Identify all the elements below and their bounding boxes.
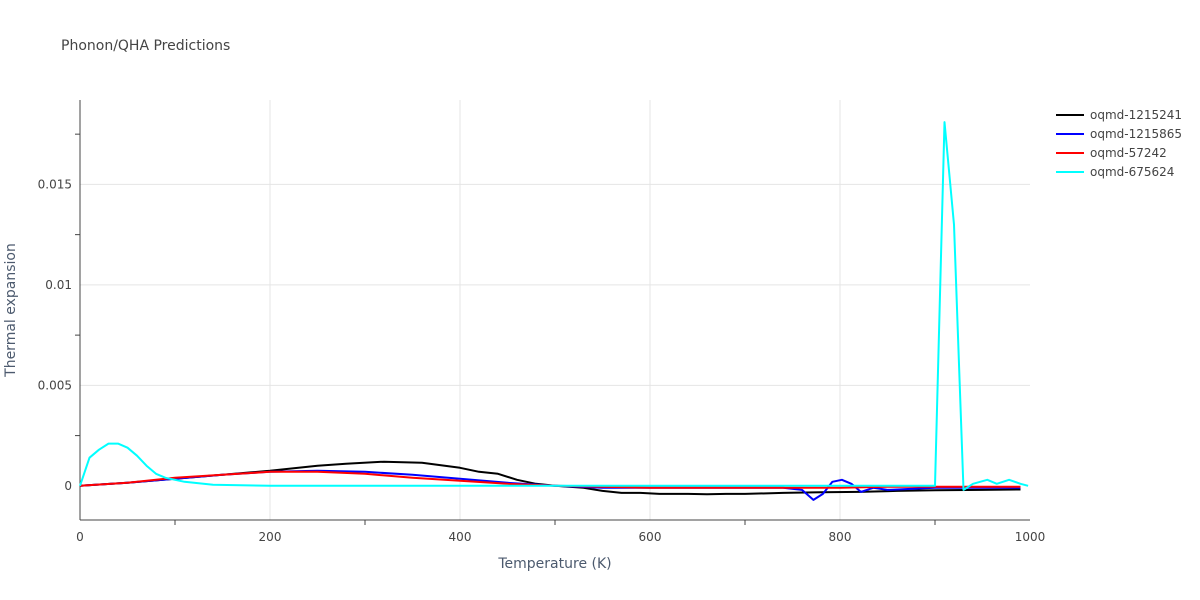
x-tick-label: 600 [639, 530, 662, 544]
x-tick-label: 200 [259, 530, 282, 544]
axes [79, 100, 1030, 521]
legend-label: oqmd-1215241 [1090, 108, 1182, 122]
legend-item-oqmd-675624[interactable]: oqmd-675624 [1056, 165, 1174, 179]
x-tick-label: 1000 [1015, 530, 1046, 544]
legend-label: oqmd-57242 [1090, 146, 1167, 160]
y-tick-label: 0.015 [38, 177, 72, 191]
series-line-oqmd-675624 [79, 121, 1029, 491]
y-tick-label: 0.01 [45, 278, 72, 292]
y-axis-ticks: 0 0.005 0.01 0.015 [38, 133, 80, 493]
x-axis-label: Temperature (K) [497, 556, 611, 572]
x-tick-label: 0 [76, 530, 84, 544]
y-tick-label: 0 [64, 479, 72, 493]
legend-item-oqmd-1215241[interactable]: oqmd-1215241 [1056, 108, 1182, 122]
gridlines [80, 100, 1030, 520]
legend[interactable]: oqmd-1215241 oqmd-1215865 oqmd-57242 oqmd-6… [1056, 108, 1182, 179]
chart-title: Phonon/QHA Predictions [61, 38, 230, 54]
x-axis-ticks: 0 200 400 600 800 1000 [76, 520, 1045, 544]
x-tick-label: 400 [449, 530, 472, 544]
legend-item-oqmd-57242[interactable]: oqmd-57242 [1056, 146, 1167, 160]
legend-item-oqmd-1215865[interactable]: oqmd-1215865 [1056, 127, 1182, 141]
y-axis-label: Thermal expansion [3, 243, 19, 378]
x-tick-label: 800 [829, 530, 852, 544]
legend-label: oqmd-1215865 [1090, 127, 1182, 141]
y-tick-label: 0.005 [38, 378, 72, 392]
legend-label: oqmd-675624 [1090, 165, 1174, 179]
plot-area [79, 121, 1029, 501]
